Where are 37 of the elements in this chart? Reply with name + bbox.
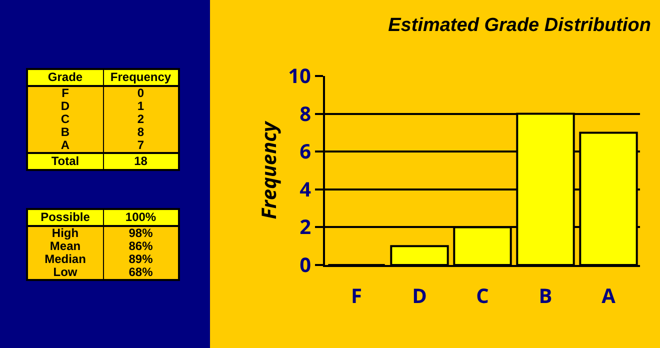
y-tick-label: 4 [300, 175, 312, 202]
x-tick-label: C [476, 282, 490, 309]
text: 89% [128, 252, 154, 266]
text: Grade [27, 69, 103, 86]
x-tick-label: A [602, 282, 616, 309]
text: C [27, 112, 103, 126]
text: A [27, 138, 103, 153]
x-tick-label: F [351, 282, 362, 309]
text: 98% [128, 226, 154, 240]
y-axis-title: Frequency [255, 120, 282, 220]
text: 2 [136, 112, 146, 126]
text: 18 [103, 153, 179, 170]
text: Frequency [103, 69, 179, 86]
y-tick-label: 8 [300, 100, 311, 127]
text: B [27, 125, 103, 139]
text: 8 [136, 125, 146, 139]
text: 100% [103, 209, 179, 226]
y-tick-label: 10 [288, 62, 311, 89]
text: 1 [136, 99, 146, 113]
text: Median [27, 252, 103, 266]
x-tick-label: B [538, 282, 552, 309]
text: Possible [27, 209, 103, 226]
text: F [27, 86, 103, 100]
text: Mean [27, 239, 103, 253]
text: 0 [136, 86, 146, 100]
chart-title: Estimated Grade Distribution [388, 15, 651, 36]
text: Total [27, 153, 103, 170]
text: Low [27, 265, 103, 280]
y-tick-label: 0 [300, 251, 311, 278]
text: 7 [136, 138, 146, 153]
y-tick-label: 2 [300, 213, 311, 240]
y-tick-label: 6 [300, 138, 311, 165]
text: High [27, 226, 103, 240]
x-tick-label: D [412, 282, 427, 309]
text: D [27, 99, 103, 113]
text: 68% [128, 265, 154, 280]
text: 86% [128, 239, 154, 253]
